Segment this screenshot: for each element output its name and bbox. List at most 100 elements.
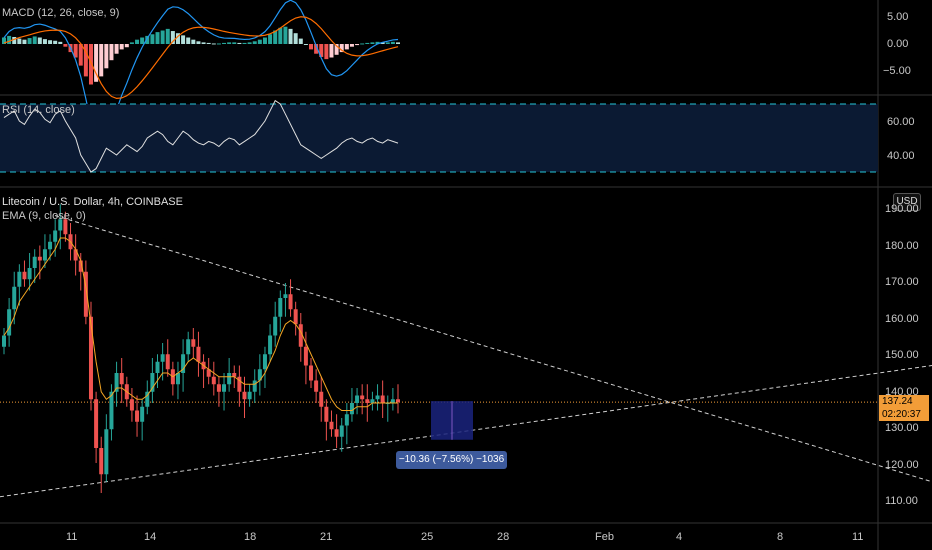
price-axis-label: 180.00 (885, 240, 919, 252)
candle-body (355, 395, 360, 403)
macd-histogram-bar (247, 42, 252, 44)
macd-histogram-bar (78, 44, 83, 66)
macd-histogram-bar (339, 44, 344, 53)
macd-histogram-bar (32, 36, 37, 44)
candle-body (319, 391, 324, 407)
candle-body (222, 384, 227, 392)
candle-body (63, 219, 68, 235)
candle-body (344, 414, 349, 426)
price-axis-label: 170.00 (885, 276, 919, 288)
macd-histogram-bar (155, 32, 160, 44)
time-axis-label: 11 (852, 531, 864, 543)
candle-body (83, 271, 88, 317)
macd-histogram-bar (191, 39, 196, 44)
macd-histogram-bar (94, 44, 99, 82)
candle-body (88, 316, 93, 400)
candle-body (252, 380, 257, 392)
candle-body (216, 384, 221, 392)
candle-body (135, 410, 140, 422)
macd-histogram-bar (232, 42, 237, 44)
macd-histogram-bar (119, 44, 124, 50)
price-axis-label: 120.00 (885, 459, 919, 471)
currency-button[interactable]: USD (893, 193, 921, 211)
macd-histogram-bar (211, 43, 216, 45)
candle-body (145, 391, 150, 407)
candle-body (94, 399, 99, 448)
candle-body (375, 395, 380, 400)
macd-histogram-bar (201, 42, 206, 44)
candle-body (73, 249, 78, 261)
macd-histogram-bar (7, 35, 12, 44)
candle-body (12, 286, 17, 310)
candle-body (17, 271, 22, 287)
macd-histogram-bar (257, 39, 262, 44)
candle-body (262, 354, 267, 370)
macd-histogram-bar (303, 44, 308, 45)
time-axis-label: 25 (421, 531, 434, 543)
macd-histogram-bar (242, 42, 247, 44)
macd-histogram-bar (83, 44, 88, 77)
macd-histogram-bar (2, 37, 6, 44)
candle-body (99, 448, 104, 475)
macd-histogram-bar (222, 42, 227, 44)
macd-histogram-bar (58, 41, 63, 44)
macd-histogram-bar (73, 44, 78, 58)
macd-histogram-bar (124, 44, 129, 48)
macd-axis-label: 0.00 (887, 38, 909, 50)
price-axis-label: 130.00 (885, 422, 919, 434)
macd-histogram-bar (53, 40, 58, 44)
candle-body (175, 373, 180, 385)
candle-body (273, 316, 278, 336)
macd-histogram-bar (104, 44, 109, 69)
candle-body (104, 429, 109, 475)
macd-histogram-bar (22, 39, 27, 44)
candle-body (53, 230, 58, 242)
macd-axis-label: −5.00 (883, 65, 911, 77)
macd-histogram-bar (293, 33, 298, 44)
candle-body (227, 373, 232, 385)
last-price-tag: 137.24 (879, 395, 929, 408)
macd-histogram-bar (309, 44, 314, 50)
candle-body (288, 294, 293, 310)
candle-body (155, 361, 160, 373)
macd-histogram-bar (298, 38, 303, 44)
candle-body (196, 346, 201, 362)
time-axis-label: 18 (244, 531, 257, 543)
macd-histogram-bar (135, 39, 140, 44)
candle-body (22, 271, 27, 280)
candle-body (324, 406, 329, 422)
macd-histogram-bar (27, 38, 32, 44)
macd-histogram-bar (12, 36, 17, 44)
candle-body (232, 373, 237, 377)
rsi-title: RSI (14, close) (2, 104, 75, 116)
signal-line (3, 16, 399, 100)
ema-line (3, 237, 398, 411)
measure-label: −10.36 (−7.56%) −1036 (396, 451, 507, 469)
macd-title: MACD (12, 26, close, 9) (2, 7, 120, 19)
macd-histogram-bar (37, 37, 42, 44)
candle-body (206, 369, 211, 377)
rsi-axis-label: 40.00 (887, 150, 915, 162)
rsi-line (3, 99, 399, 173)
candle-body (396, 399, 400, 403)
macd-histogram-bar (273, 30, 278, 44)
candle-body (309, 365, 314, 381)
price-axis-label: 160.00 (885, 313, 919, 325)
candle-body (58, 219, 63, 231)
candle-body (257, 369, 262, 381)
candle-body (334, 429, 339, 437)
ema-label: EMA (9, close, 0) (2, 210, 86, 222)
candle-body (293, 309, 298, 325)
candle-body (181, 354, 186, 373)
rsi-band (0, 104, 878, 172)
candle-body (119, 373, 124, 385)
macd-histogram-bar (181, 35, 186, 44)
macd-histogram-bar (216, 43, 221, 45)
candle-body (211, 376, 216, 385)
macd-histogram-bar (17, 38, 22, 44)
macd-histogram-bar (288, 28, 293, 44)
macd-histogram-bar (380, 42, 385, 44)
candle-body (27, 268, 32, 280)
candle-body (7, 309, 12, 336)
